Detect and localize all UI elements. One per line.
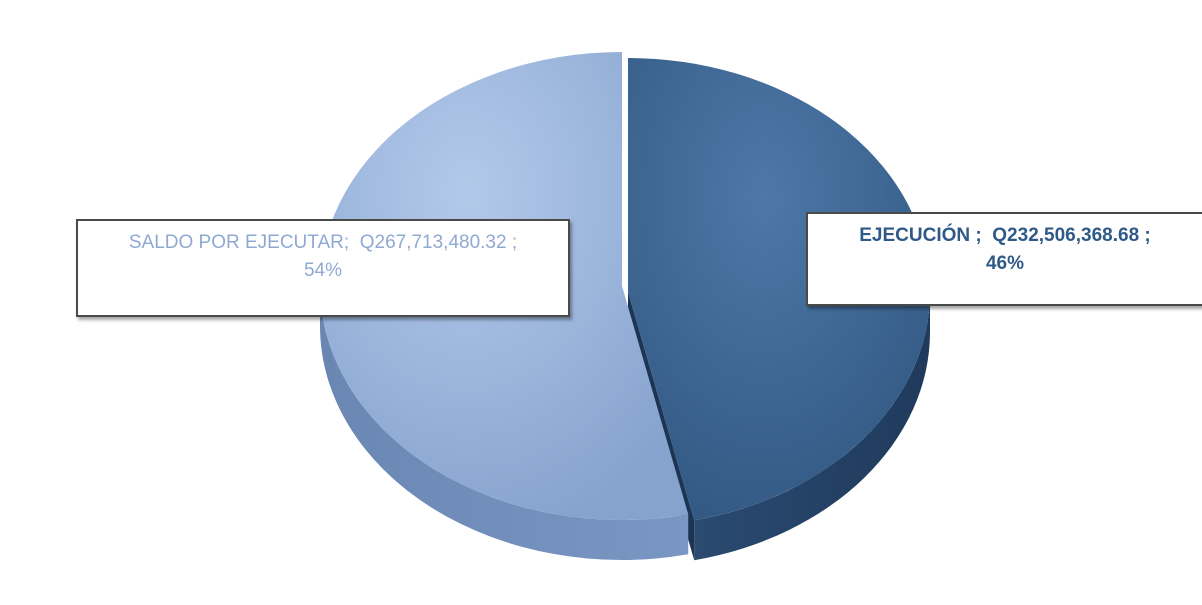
label-ejecucion-value: Q232,506,368.68 — [992, 225, 1140, 246]
data-label-saldo-por-ejecutar: SALDO POR EJECUTAR; Q267,713,480.32 ; 54… — [76, 219, 570, 317]
pie-slice-side-saldo-por-ejecutar — [320, 286, 689, 560]
label-ejecucion-category: EJECUCIÓN — [859, 225, 971, 246]
pie-slice-side-ejecucion — [694, 292, 930, 561]
label-ejecucion-percent: 46% — [985, 253, 1025, 274]
label-saldo-category: SALDO POR EJECUTAR — [128, 232, 344, 253]
pie-slice-ejecucion — [628, 58, 931, 521]
data-label-ejecucion: EJECUCIÓN ; Q232,506,368.68 ; 46% — [806, 212, 1202, 306]
label-saldo-percent: 54% — [303, 260, 343, 281]
label-saldo-value: Q267,713,480.32 — [359, 232, 507, 253]
